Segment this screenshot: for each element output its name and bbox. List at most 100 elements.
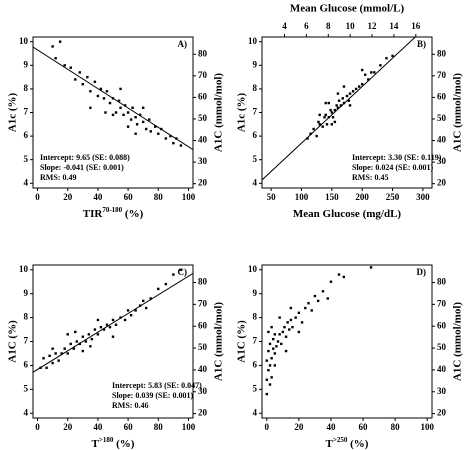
point bbox=[149, 297, 152, 300]
point bbox=[325, 123, 329, 126]
x-tick-label: 100 bbox=[182, 422, 196, 432]
point bbox=[63, 64, 66, 67]
point bbox=[291, 325, 294, 329]
x-tick-label: 20 bbox=[63, 422, 73, 432]
point bbox=[145, 127, 148, 131]
point bbox=[141, 106, 145, 109]
x-axis-label: TIR70-180 (%) bbox=[83, 206, 144, 220]
point bbox=[45, 366, 48, 369]
y2-tick-label: 40 bbox=[437, 364, 447, 374]
annotation: Slope: -0.041 (SE: 0.001) bbox=[40, 163, 124, 172]
y-tick-label: 6 bbox=[253, 359, 258, 369]
y2-tick-label: 20 bbox=[198, 178, 208, 188]
point bbox=[134, 132, 137, 135]
point bbox=[315, 134, 318, 138]
point bbox=[313, 294, 317, 298]
point bbox=[272, 347, 275, 350]
point bbox=[341, 97, 344, 100]
y-tick-label: 10 bbox=[19, 264, 29, 274]
point bbox=[265, 378, 269, 381]
x-tick-label: 20 bbox=[294, 422, 304, 432]
point bbox=[123, 318, 127, 322]
point bbox=[348, 92, 352, 95]
point bbox=[111, 335, 115, 338]
x2-axis-label: Mean Glucose (mmol/L) bbox=[290, 3, 405, 15]
point bbox=[297, 311, 301, 315]
x-tick-label: 80 bbox=[154, 192, 164, 202]
y2-tick-label: 50 bbox=[437, 113, 447, 123]
annotation: Slope: 0.039 (SE: 0.001) bbox=[112, 391, 193, 400]
point bbox=[339, 104, 343, 107]
point bbox=[114, 111, 118, 114]
point bbox=[96, 333, 100, 336]
point bbox=[270, 357, 273, 360]
x2-tick-label: 8 bbox=[326, 21, 331, 31]
x-axis-label-part: Mean Glucose (mg/dL) bbox=[293, 208, 401, 220]
y2-tick-label: 50 bbox=[198, 342, 208, 352]
point bbox=[297, 330, 301, 334]
point bbox=[327, 101, 330, 105]
panel-label: C) bbox=[178, 267, 188, 277]
point bbox=[164, 137, 168, 140]
point bbox=[336, 106, 340, 109]
x-axis-label-part: 70-180 bbox=[102, 206, 122, 214]
plot-area bbox=[265, 266, 373, 396]
y-tick-label: 10 bbox=[248, 264, 258, 274]
y2-axis-label: A1C (mmol/mol) bbox=[213, 73, 225, 152]
point bbox=[114, 323, 118, 326]
plot-area bbox=[262, 37, 417, 181]
point bbox=[57, 359, 60, 362]
point bbox=[367, 78, 370, 81]
point bbox=[145, 306, 148, 310]
point bbox=[369, 266, 373, 269]
y2-tick-label: 60 bbox=[437, 91, 447, 101]
y-tick-label: 8 bbox=[24, 83, 29, 93]
point bbox=[179, 144, 183, 147]
y-axis-label: A1c (%) bbox=[236, 92, 248, 132]
point bbox=[96, 94, 100, 98]
point bbox=[86, 75, 89, 79]
x-axis-label-part: T bbox=[92, 438, 100, 450]
point bbox=[330, 111, 334, 114]
y-tick-label: 10 bbox=[19, 36, 29, 46]
point bbox=[335, 104, 338, 107]
point bbox=[96, 318, 100, 322]
point bbox=[321, 125, 324, 128]
y-tick-label: 5 bbox=[253, 383, 258, 393]
point bbox=[354, 87, 358, 91]
point bbox=[54, 352, 57, 355]
point bbox=[329, 280, 333, 283]
y2-axis-label: A1C (mmol/mol) bbox=[213, 302, 225, 381]
frame bbox=[261, 264, 433, 419]
point bbox=[157, 287, 160, 291]
y2-tick-label: 30 bbox=[198, 386, 208, 396]
point bbox=[54, 57, 57, 60]
point bbox=[51, 361, 54, 365]
point bbox=[141, 299, 145, 303]
x-axis-label-part: (%) bbox=[347, 438, 368, 450]
y-axis-label: A1C (%) bbox=[7, 320, 19, 363]
point bbox=[111, 318, 115, 322]
point bbox=[134, 116, 137, 119]
point bbox=[42, 357, 45, 360]
y2-tick-label: 60 bbox=[198, 91, 208, 101]
point bbox=[275, 345, 278, 348]
y-tick-label: 4 bbox=[24, 177, 29, 187]
point bbox=[348, 104, 352, 107]
point bbox=[74, 78, 77, 81]
x-axis-label: Mean Glucose (mg/dL) bbox=[293, 208, 401, 220]
point bbox=[84, 340, 88, 343]
point bbox=[72, 347, 75, 350]
y2-axis-label: A1C (mmol/mol) bbox=[452, 302, 464, 381]
point bbox=[108, 325, 112, 329]
x-tick-label: 150 bbox=[325, 192, 339, 202]
y2-tick-label: 20 bbox=[198, 408, 208, 418]
point bbox=[69, 66, 72, 69]
plot-area bbox=[33, 268, 193, 373]
point bbox=[102, 328, 106, 331]
x-tick-label: 40 bbox=[93, 422, 103, 432]
y2-tick-label: 60 bbox=[198, 320, 208, 330]
x-tick-label: 0 bbox=[35, 422, 40, 432]
point bbox=[364, 73, 367, 76]
annotation: Intercept: 9.65 (SE: 0.088) bbox=[40, 153, 130, 162]
